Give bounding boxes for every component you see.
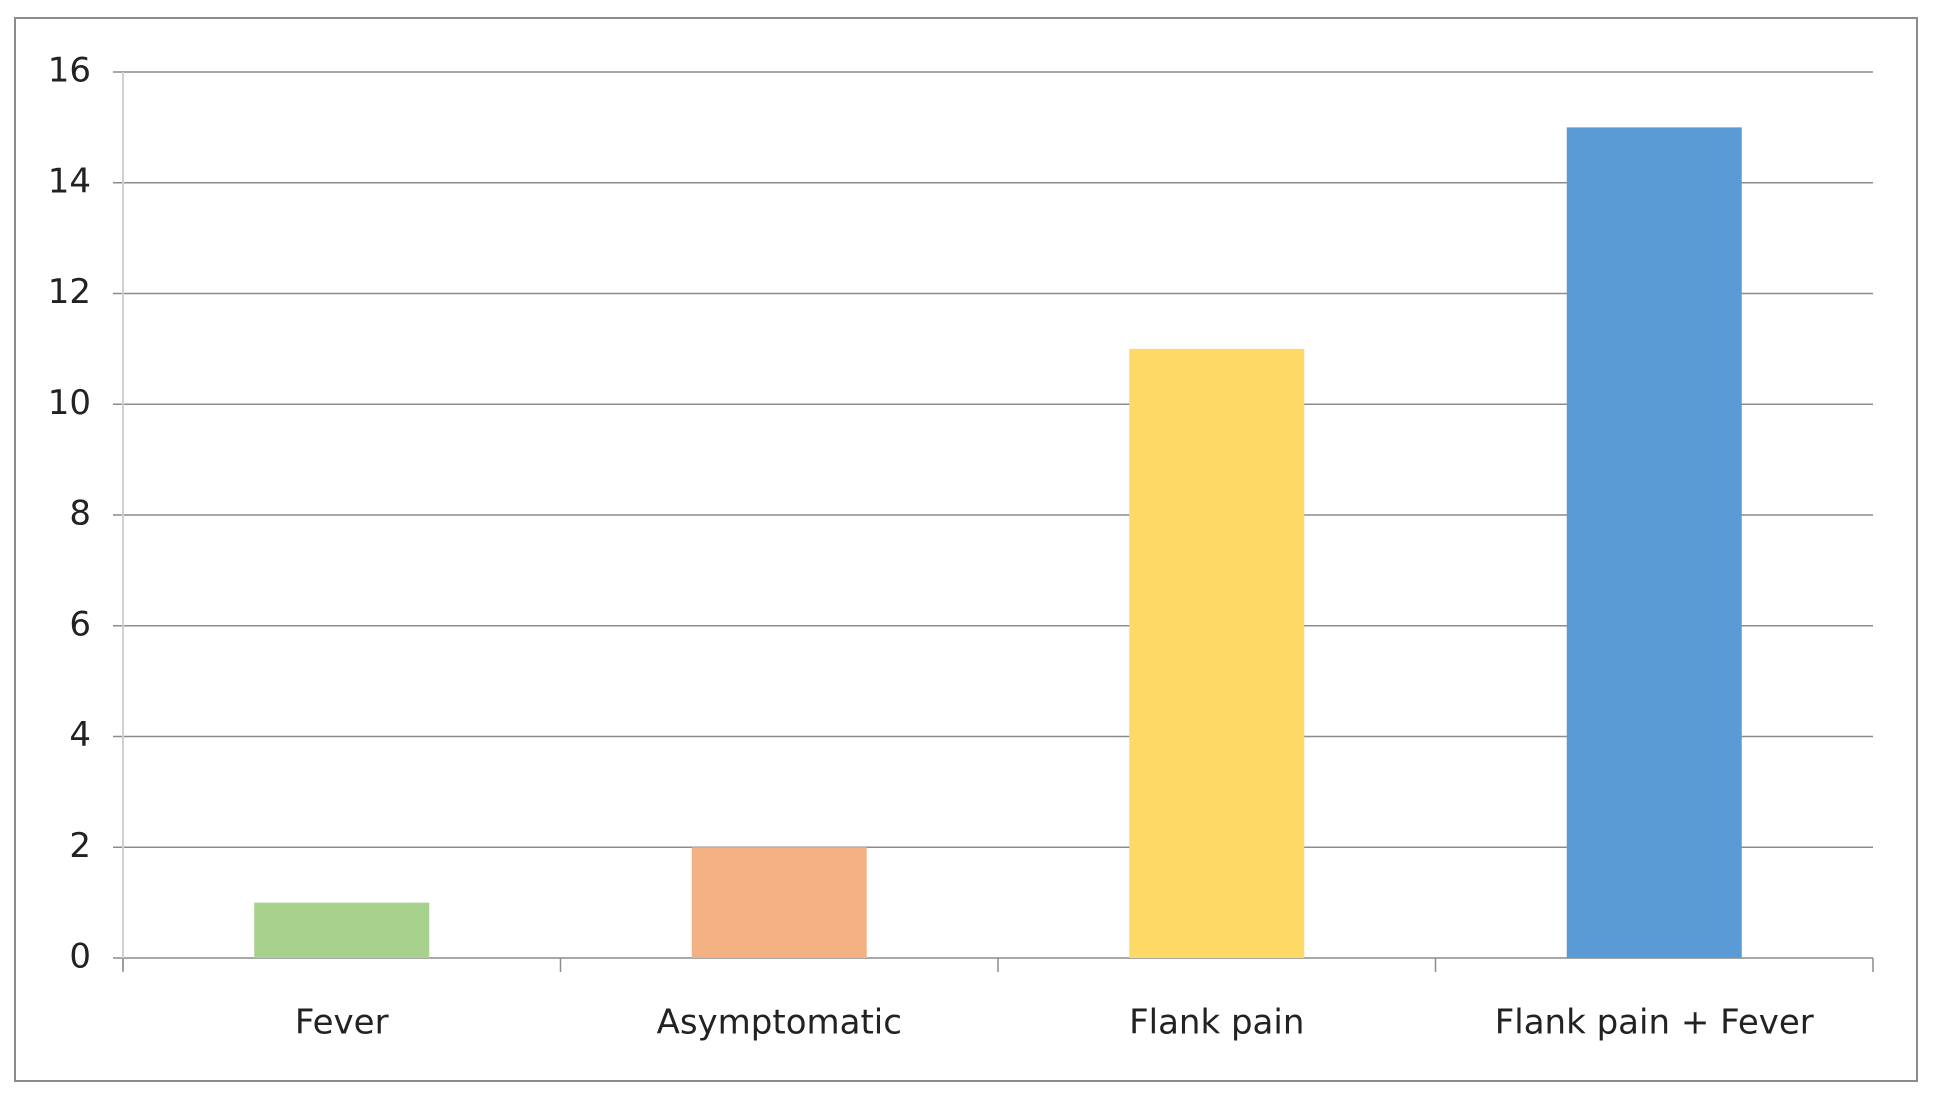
y-tick-label: 2 (69, 826, 91, 866)
bar (691, 847, 867, 958)
x-tick-label: Flank pain + Fever (1495, 1003, 1814, 1043)
bar (1566, 127, 1742, 958)
x-tick-label: Asymptomatic (657, 1003, 902, 1043)
x-tick-label: Fever (295, 1003, 389, 1043)
y-tick-label: 10 (48, 383, 91, 423)
y-tick-label: 14 (48, 161, 91, 201)
y-tick-label: 0 (69, 937, 91, 977)
bar (1129, 348, 1305, 958)
y-tick-label: 12 (48, 272, 91, 312)
y-tick-label: 4 (69, 715, 91, 755)
x-tick-label: Flank pain (1129, 1003, 1304, 1043)
y-tick-label: 6 (69, 604, 91, 644)
y-tick-label: 16 (48, 51, 91, 91)
bar (254, 902, 430, 958)
y-tick-label: 8 (69, 494, 91, 534)
